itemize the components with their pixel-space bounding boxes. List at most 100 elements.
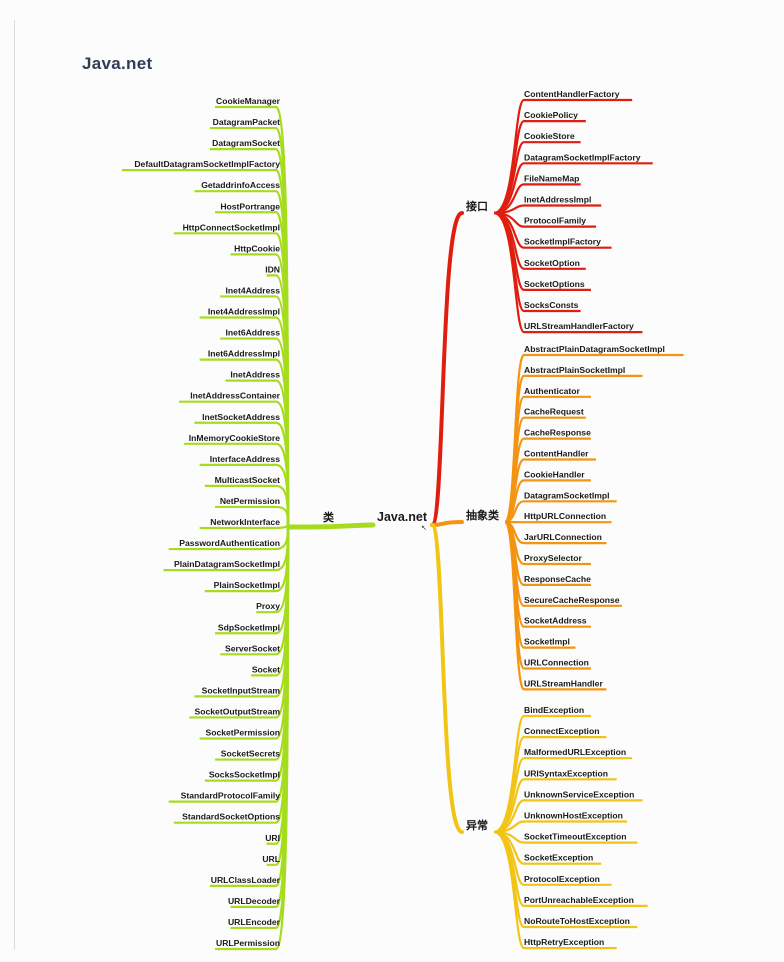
link-urlpermission xyxy=(215,526,290,951)
abstract-content-handler: ContentHandler xyxy=(524,449,589,459)
exceptions-socket-exception: SocketException xyxy=(524,853,593,863)
interfaces-cookie-store: CookieStore xyxy=(524,131,575,141)
link-network-interface xyxy=(199,525,290,530)
link-http-retry-exception xyxy=(493,830,617,950)
class-uri: URI xyxy=(265,833,280,843)
abstract-abstract-plain-datagram-socket-impl: AbstractPlainDatagramSocketImpl xyxy=(524,344,665,354)
link-inet-address-impl xyxy=(493,204,602,215)
interfaces-cookie-policy: CookiePolicy xyxy=(524,110,578,120)
class-inet6-address-impl: Inet6AddressImpl xyxy=(208,349,280,359)
class-inet-address: InetAddress xyxy=(230,370,280,380)
exceptions-unknown-host-exception: UnknownHostException xyxy=(524,811,623,821)
class-socket-input-stream: SocketInputStream xyxy=(202,685,281,695)
abstract-abstract-plain-socket-impl: AbstractPlainSocketImpl xyxy=(524,365,625,375)
exceptions-malformed-urlexception: MalformedURLException xyxy=(524,747,626,757)
exceptions-bind-exception: BindException xyxy=(524,705,584,715)
exceptions-http-retry-exception: HttpRetryException xyxy=(524,937,604,947)
interfaces-socket-impl-factory: SocketImplFactory xyxy=(524,237,601,247)
abstract-response-cache: ResponseCache xyxy=(524,574,591,584)
class-urlencoder: URLEncoder xyxy=(228,917,281,927)
link-urlstream-handler-factory xyxy=(493,211,643,334)
link-net-permission xyxy=(215,505,290,528)
class-standard-protocol-family: StandardProtocolFamily xyxy=(181,791,281,801)
root-cursor-icon: ↖ xyxy=(421,525,427,532)
class-socket-secrets: SocketSecrets xyxy=(221,749,280,759)
abstract-socket-address: SocketAddress xyxy=(524,616,587,626)
abstract-http-urlconnection: HttpURLConnection xyxy=(524,511,606,521)
class-inet4-address-impl: Inet4AddressImpl xyxy=(208,307,280,317)
link-root-exceptions xyxy=(430,523,464,834)
class-socket-output-stream: SocketOutputStream xyxy=(195,706,281,716)
class-interface-address: InterfaceAddress xyxy=(210,454,280,464)
class-plain-datagram-socket-impl: PlainDatagramSocketImpl xyxy=(174,559,280,569)
interfaces-content-handler-factory: ContentHandlerFactory xyxy=(524,89,620,99)
class-inet-socket-address: InetSocketAddress xyxy=(202,412,280,422)
abstract-cache-response: CacheResponse xyxy=(524,428,591,438)
abstract-proxy-selector: ProxySelector xyxy=(524,553,582,563)
class-standard-socket-options: StandardSocketOptions xyxy=(182,812,280,822)
interfaces-socks-consts: SocksConsts xyxy=(524,300,579,310)
class-in-memory-cookie-store: InMemoryCookieStore xyxy=(189,433,280,443)
class-multicast-socket: MulticastSocket xyxy=(215,475,281,485)
class-socks-socket-impl: SocksSocketImpl xyxy=(209,770,280,780)
abstract-jar-urlconnection: JarURLConnection xyxy=(524,532,602,542)
category-interfaces: 接口 xyxy=(466,199,488,213)
abstract-datagram-socket-impl: DatagramSocketImpl xyxy=(524,490,610,500)
class-sdp-socket-impl: SdpSocketImpl xyxy=(218,622,280,632)
exceptions-socket-timeout-exception: SocketTimeoutException xyxy=(524,832,627,842)
interfaces-datagram-socket-impl-factory: DatagramSocketImplFactory xyxy=(524,152,641,162)
exceptions-unknown-service-exception: UnknownServiceException xyxy=(524,789,634,799)
class-default-datagram-socket-impl-factory: DefaultDatagramSocketImplFactory xyxy=(134,159,280,169)
abstract-cookie-handler: CookieHandler xyxy=(524,469,585,479)
abstract-urlstream-handler: URLStreamHandler xyxy=(524,678,603,688)
interfaces-inet-address-impl: InetAddressImpl xyxy=(524,195,591,205)
class-host-portrange: HostPortrange xyxy=(220,201,280,211)
class-datagram-socket: DatagramSocket xyxy=(212,138,280,148)
page-margin-rule xyxy=(14,20,15,950)
class-idn: IDN xyxy=(265,264,280,274)
interfaces-file-name-map: FileNameMap xyxy=(524,173,579,183)
class-net-permission: NetPermission xyxy=(220,496,280,506)
link-root-classes xyxy=(287,522,376,530)
category-classes: 类 xyxy=(323,510,335,524)
class-urldecoder: URLDecoder xyxy=(228,896,281,906)
interfaces-socket-options: SocketOptions xyxy=(524,279,585,289)
link-urlstream-handler xyxy=(503,520,607,691)
class-urlclass-loader: URLClassLoader xyxy=(211,875,281,885)
class-getaddrinfo-access: GetaddrinfoAccess xyxy=(201,180,280,190)
class-inet4-address: Inet4Address xyxy=(226,285,281,295)
class-password-authentication: PasswordAuthentication xyxy=(179,538,280,548)
class-url: URL xyxy=(262,854,280,864)
link-root-abstract xyxy=(430,520,464,527)
exceptions-urisyntax-exception: URISyntaxException xyxy=(524,768,608,778)
class-network-interface: NetworkInterface xyxy=(210,517,280,527)
interfaces-socket-option: SocketOption xyxy=(524,258,580,268)
class-urlpermission: URLPermission xyxy=(216,938,280,948)
class-http-cookie: HttpCookie xyxy=(234,243,280,253)
class-socket: Socket xyxy=(252,664,280,674)
abstract-secure-cache-response: SecureCacheResponse xyxy=(524,595,620,605)
abstract-authenticator: Authenticator xyxy=(524,386,581,396)
class-server-socket: ServerSocket xyxy=(225,643,280,653)
exceptions-protocol-exception: ProtocolException xyxy=(524,874,600,884)
class-http-connect-socket-impl: HttpConnectSocketImpl xyxy=(183,222,280,232)
exceptions-no-route-to-host-exception: NoRouteToHostException xyxy=(524,916,630,926)
interfaces-protocol-family: ProtocolFamily xyxy=(524,216,586,226)
abstract-cache-request: CacheRequest xyxy=(524,407,584,417)
exceptions-connect-exception: ConnectException xyxy=(524,726,599,736)
class-inet6-address: Inet6Address xyxy=(226,328,281,338)
link-unknown-host-exception xyxy=(493,820,627,834)
abstract-urlconnection: URLConnection xyxy=(524,658,589,668)
category-exceptions: 异常 xyxy=(466,818,488,832)
interfaces-urlstream-handler-factory: URLStreamHandlerFactory xyxy=(524,321,634,331)
class-cookie-manager: CookieManager xyxy=(216,96,281,106)
root-node: Java.net xyxy=(377,510,428,524)
abstract-socket-impl: SocketImpl xyxy=(524,637,570,647)
class-socket-permission: SocketPermission xyxy=(205,728,280,738)
link-root-interfaces xyxy=(430,211,464,527)
class-proxy: Proxy xyxy=(256,601,280,611)
class-datagram-packet: DatagramPacket xyxy=(213,117,280,127)
category-abstract: 抽象类 xyxy=(466,508,500,522)
